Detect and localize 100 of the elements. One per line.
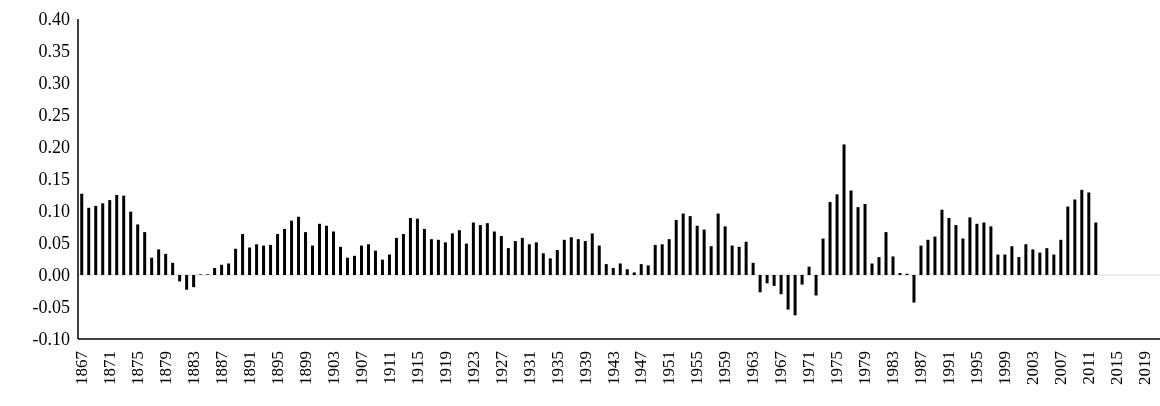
bar — [877, 257, 881, 275]
bar — [318, 223, 322, 275]
bar — [136, 224, 140, 275]
y-tick-label: 0.20 — [38, 137, 70, 158]
x-tick-label: 1931 — [519, 351, 539, 385]
x-tick-label: 1939 — [575, 351, 595, 385]
bar — [492, 231, 496, 275]
bar — [290, 220, 294, 275]
x-tick-label: 1867 — [72, 350, 91, 385]
bar — [436, 239, 440, 275]
x-tick-label: 1919 — [435, 351, 455, 385]
bar — [269, 244, 273, 275]
bar — [297, 216, 301, 275]
bar — [387, 254, 391, 275]
bar — [583, 241, 587, 275]
x-tick-label: 1875 — [127, 351, 147, 385]
bar — [681, 213, 685, 275]
bar — [276, 234, 280, 275]
bar — [401, 234, 405, 275]
bar — [737, 246, 741, 275]
bar — [1052, 254, 1056, 275]
x-tick-label: 1991 — [939, 351, 959, 385]
x-tick-label: 1947 — [631, 350, 651, 385]
bar — [842, 144, 846, 275]
bar — [639, 264, 643, 275]
x-tick-label: 1987 — [911, 350, 931, 385]
bar — [380, 259, 384, 275]
bar — [919, 245, 923, 275]
x-tick-label: 1959 — [715, 351, 735, 385]
bar — [912, 275, 916, 303]
bar — [366, 244, 370, 275]
x-tick-label: 1911 — [379, 351, 399, 385]
bar — [933, 236, 937, 275]
bar — [1066, 206, 1070, 275]
bar — [1003, 254, 1007, 275]
bar — [779, 275, 783, 295]
bar — [646, 265, 650, 275]
x-tick-label: 1891 — [239, 351, 259, 385]
bar — [961, 238, 965, 275]
bar — [828, 202, 832, 275]
bar — [325, 225, 329, 275]
x-tick-label: 1895 — [267, 351, 287, 385]
bar — [709, 246, 713, 275]
bar — [814, 275, 818, 296]
x-tick-label: 1903 — [323, 351, 343, 385]
bar — [625, 269, 629, 275]
bar — [339, 246, 342, 275]
y-tick-label: 0.30 — [38, 73, 70, 94]
bar — [1045, 248, 1049, 275]
bar — [1080, 189, 1084, 275]
bar — [996, 254, 1000, 275]
x-tick-label: 1907 — [351, 350, 371, 385]
x-tick-label: 1951 — [659, 351, 679, 385]
x-tick-label: 1963 — [743, 351, 763, 385]
bar — [1010, 246, 1014, 275]
bar — [611, 267, 615, 275]
bar — [150, 257, 154, 275]
x-tick-label: 1979 — [855, 351, 875, 385]
bar — [345, 257, 349, 275]
bar — [164, 253, 168, 275]
y-tick-label: -0.05 — [32, 297, 70, 318]
y-tick-label: 0.40 — [38, 9, 70, 30]
bar — [772, 275, 776, 286]
bar — [1017, 257, 1021, 275]
x-tick-label: 1927 — [491, 350, 511, 385]
x-tick-label: 1967 — [771, 350, 791, 385]
bar — [1024, 244, 1028, 275]
bar — [982, 222, 986, 275]
bar — [884, 232, 888, 275]
x-tick-label: 1899 — [295, 351, 315, 385]
bar — [674, 219, 678, 275]
bar — [576, 239, 580, 275]
x-tick-label: 1935 — [547, 351, 567, 385]
bar — [241, 234, 245, 275]
y-tick-label: 0.15 — [38, 169, 70, 190]
bar — [975, 223, 979, 275]
bar — [248, 247, 252, 275]
x-tick-label: 1995 — [967, 351, 987, 385]
bar — [220, 264, 224, 275]
bar — [723, 226, 727, 275]
bar — [408, 218, 412, 275]
bar — [604, 264, 608, 275]
bar — [590, 233, 594, 275]
bar — [793, 275, 797, 316]
x-tick-label: 1955 — [687, 351, 707, 385]
bar — [471, 222, 475, 275]
bar — [185, 275, 189, 290]
bar — [513, 241, 517, 275]
bar — [765, 275, 769, 284]
bar — [569, 237, 573, 275]
bar — [122, 195, 126, 275]
bar — [1087, 192, 1091, 275]
bar — [1059, 239, 1063, 275]
bar — [1031, 249, 1035, 275]
bar — [129, 211, 133, 275]
bar — [87, 207, 91, 275]
y-tick-label: 0.35 — [38, 41, 70, 62]
y-tick-label: 0.10 — [38, 201, 70, 222]
y-tick-label: 0.00 — [38, 265, 70, 286]
bar — [800, 275, 804, 285]
